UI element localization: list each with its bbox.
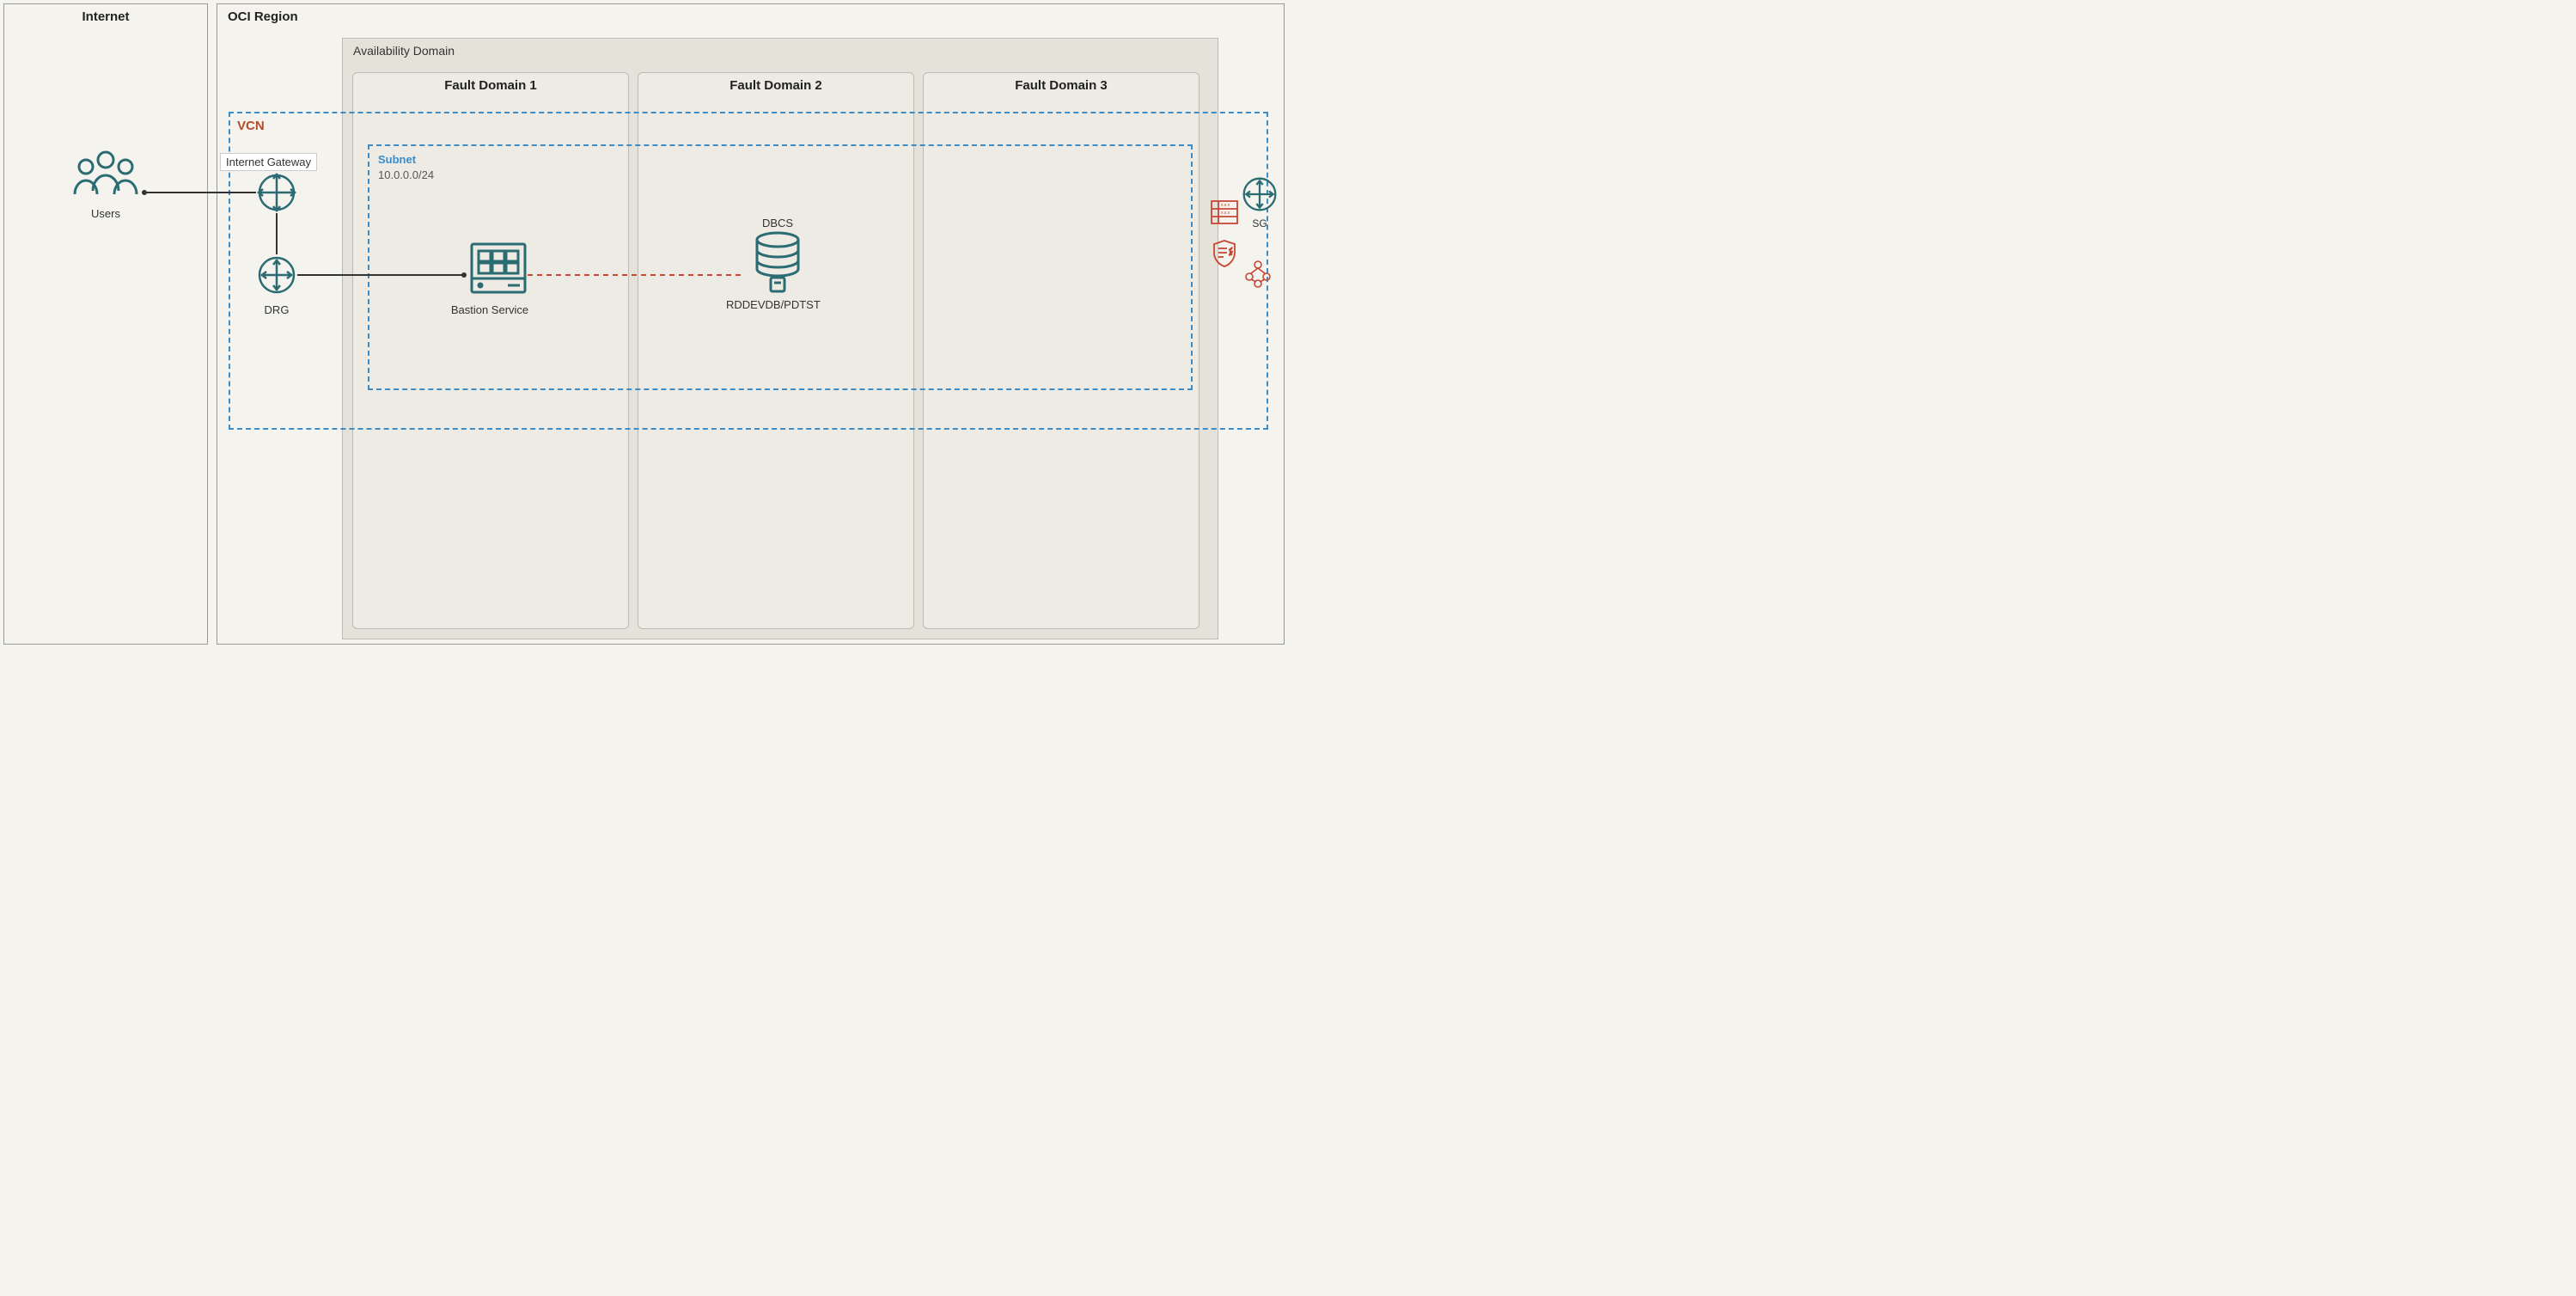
- gateway-icon: [256, 172, 297, 213]
- subnet-label: Subnet: [378, 153, 416, 166]
- vcn-label: VCN: [237, 119, 265, 133]
- drg-icon: [256, 254, 297, 296]
- drg-node: DRG: [256, 254, 297, 316]
- svg-text:x.x.x: x.x.x: [1221, 203, 1230, 208]
- sg-node: SG: [1239, 175, 1280, 229]
- users-icon: [67, 148, 144, 199]
- igw-node: [256, 172, 297, 217]
- dbcs-node: DBCS RDDEVDB/PDTST: [739, 217, 816, 311]
- dbcs-top-label: DBCS: [739, 217, 816, 229]
- bastion-label: Bastion Service: [447, 303, 533, 316]
- availability-domain-title: Availability Domain: [353, 44, 455, 58]
- sg-icon: [1241, 175, 1279, 213]
- users-node: Users: [67, 148, 144, 220]
- igw-label: Internet Gateway: [220, 153, 317, 171]
- bastion-node: Bastion Service: [464, 241, 533, 316]
- fault-domain-2-title: Fault Domain 2: [638, 78, 913, 93]
- network-icon: [1242, 258, 1273, 289]
- svg-text:x.x.x: x.x.x: [1221, 211, 1230, 216]
- network-icon-node: [1242, 258, 1273, 293]
- database-icon: [752, 231, 803, 295]
- fault-domain-1-title: Fault Domain 1: [353, 78, 628, 93]
- drg-label: DRG: [256, 303, 297, 316]
- security-list-icon: x.x.x x.x.x: [1210, 199, 1239, 225]
- security-list-icon-node: x.x.x x.x.x: [1210, 199, 1239, 229]
- sg-label: SG: [1239, 217, 1280, 229]
- internet-title: Internet: [82, 9, 129, 24]
- bastion-icon: [468, 241, 528, 296]
- fault-domain-3-title: Fault Domain 3: [924, 78, 1199, 93]
- oci-title: OCI Region: [228, 9, 298, 24]
- dbcs-bottom-label: RDDEVDB/PDTST: [726, 298, 816, 311]
- users-label: Users: [67, 207, 144, 220]
- shield-icon: ✓ ✗: [1212, 239, 1237, 268]
- internet-region: Internet: [3, 3, 208, 645]
- subnet-cidr: 10.0.0.0/24: [378, 168, 434, 181]
- svg-text:✗: ✗: [1229, 251, 1233, 257]
- nsg-icon-node: ✓ ✗: [1212, 239, 1237, 272]
